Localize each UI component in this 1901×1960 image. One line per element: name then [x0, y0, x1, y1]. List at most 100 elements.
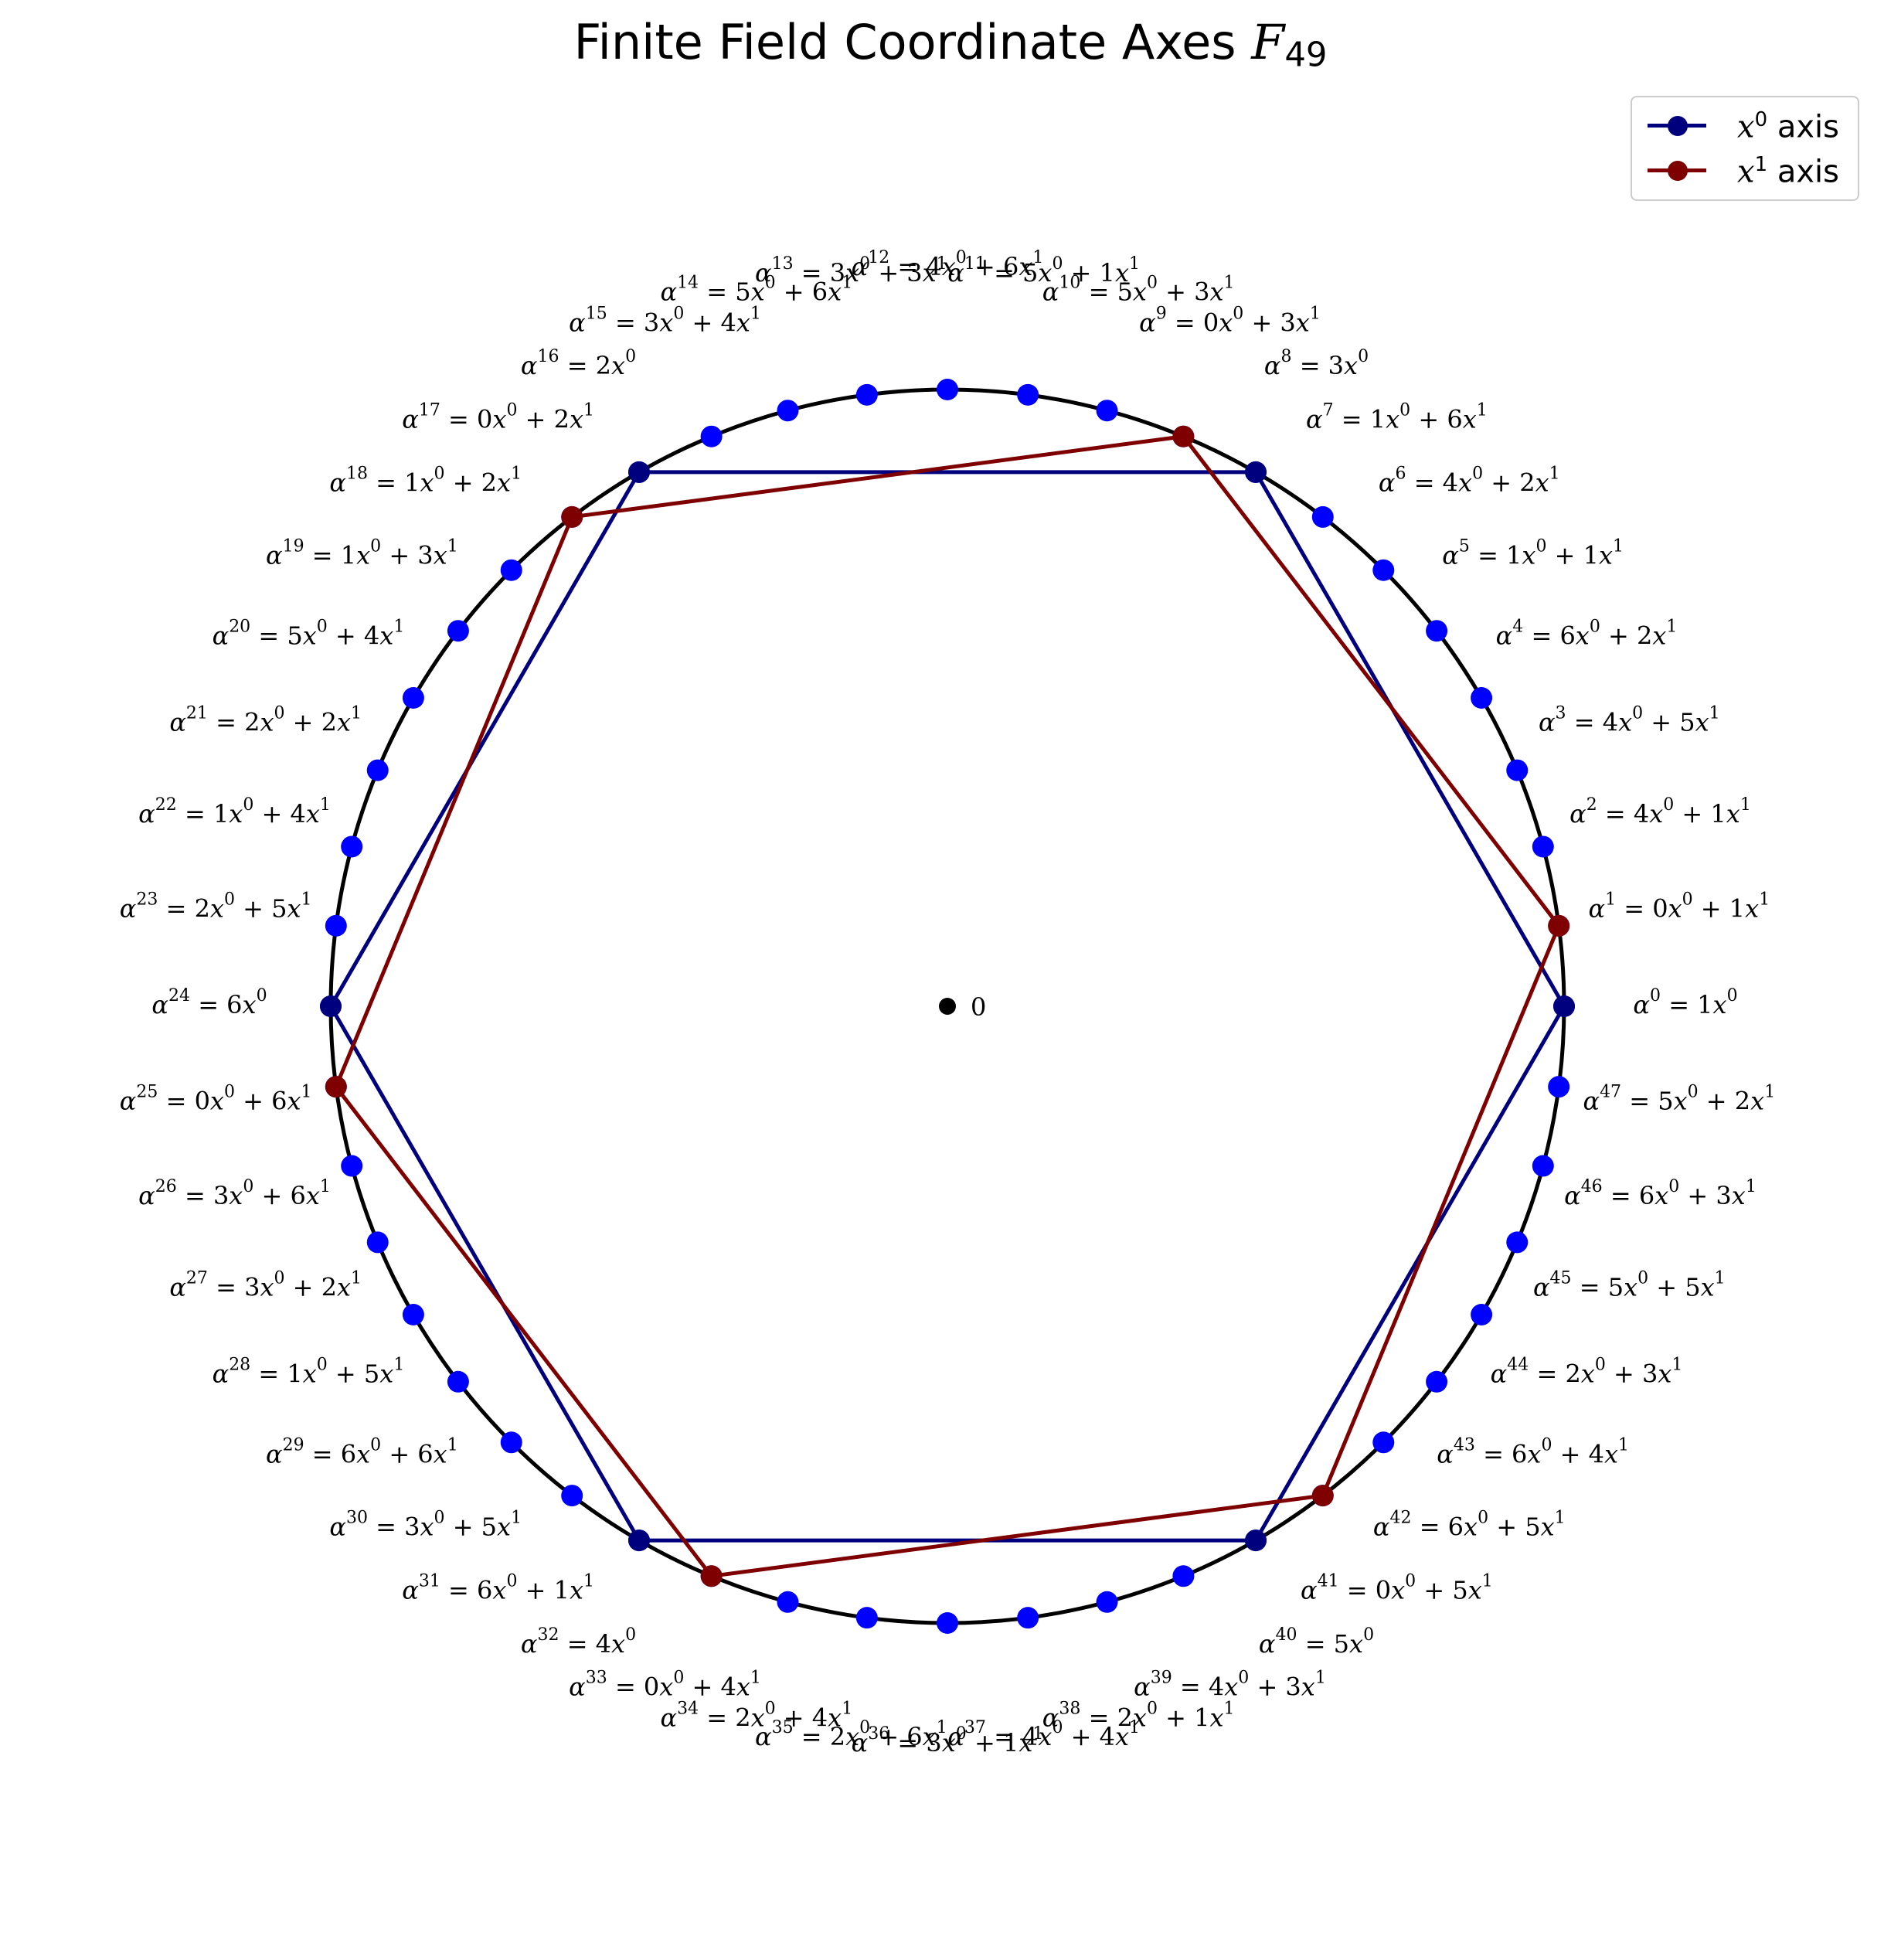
- label-alpha-22: α22 = 1x0 + 4x1: [138, 795, 331, 829]
- label-alpha-2: α2 = 4x0 + 1x1: [1569, 795, 1751, 829]
- label-alpha-27: α27 = 3x0 + 2x1: [169, 1268, 362, 1302]
- x0-axis-marker-alpha-40: [1245, 1530, 1267, 1552]
- x0-axis-marker-alpha-16: [628, 461, 650, 483]
- label-alpha-37: α37 = 4x0 + 4x1: [947, 1718, 1140, 1751]
- field-element-point-alpha-23: [325, 914, 347, 937]
- field-element-point-alpha-13: [855, 383, 878, 406]
- legend-label-x0: x0 axis: [1737, 108, 1839, 145]
- label-alpha-0: α0 = 1x0: [1633, 986, 1737, 1019]
- label-alpha-8: α8 = 3x0: [1264, 347, 1369, 380]
- label-alpha-21: α21 = 2x0 + 2x1: [169, 704, 362, 737]
- field-element-point-alpha-11: [1017, 383, 1039, 406]
- label-alpha-11: α11 = 5x0 + 1x1: [947, 254, 1140, 288]
- title-text: Finite Field Coordinate Axes: [573, 14, 1252, 70]
- field-element-point-alpha-30: [500, 1431, 522, 1454]
- field-element-point-alpha-46: [1532, 1155, 1554, 1177]
- field-element-point-alpha-2: [1532, 835, 1554, 858]
- x0-axis-marker-alpha-24: [320, 995, 342, 1017]
- field-element-point-alpha-45: [1506, 1231, 1529, 1254]
- field-element-point-alpha-4: [1471, 687, 1493, 709]
- title-symbol: F: [1251, 14, 1285, 70]
- label-alpha-45: α45 = 5x0 + 5x1: [1533, 1268, 1726, 1302]
- label-alpha-30: α30 = 3x0 + 5x1: [329, 1508, 522, 1541]
- label-alpha-18: α18 = 1x0 + 2x1: [329, 464, 522, 498]
- field-element-point-alpha-38: [1096, 1591, 1118, 1613]
- field-element-point-alpha-37: [1017, 1607, 1039, 1629]
- field-element-point-alpha-19: [447, 620, 469, 642]
- field-element-point-alpha-3: [1506, 759, 1529, 781]
- label-alpha-23: α23 = 2x0 + 5x1: [120, 890, 312, 923]
- x0-axis-marker-alpha-8: [1245, 461, 1267, 483]
- x1-axis-marker-alpha-1: [1548, 914, 1570, 937]
- x0-axis-marker-alpha-0: [1553, 995, 1575, 1017]
- field-element-point-alpha-26: [341, 1155, 363, 1177]
- field-element-point-alpha-5: [1426, 620, 1448, 642]
- field-element-point-alpha-12: [937, 379, 958, 400]
- origin-label: 0: [971, 992, 986, 1022]
- label-alpha-3: α3 = 4x0 + 5x1: [1539, 704, 1720, 737]
- label-alpha-33: α33 = 0x0 + 4x1: [569, 1668, 761, 1701]
- label-alpha-42: α42 = 6x0 + 5x1: [1373, 1508, 1566, 1541]
- label-alpha-43: α43 = 6x0 + 4x1: [1437, 1435, 1629, 1468]
- label-alpha-19: α19 = 1x0 + 3x1: [266, 537, 458, 570]
- label-alpha-5: α5 = 1x0 + 1x1: [1442, 537, 1624, 570]
- legend-marker-x1: [1668, 161, 1688, 181]
- field-element-point-alpha-18: [500, 559, 522, 581]
- label-alpha-6: α6 = 4x0 + 2x1: [1379, 464, 1560, 498]
- label-alpha-9: α9 = 0x0 + 3x1: [1139, 305, 1321, 338]
- title-subscript: 49: [1284, 36, 1328, 75]
- field-element-point-alpha-42: [1372, 1431, 1395, 1454]
- field-element-point-alpha-10: [1096, 400, 1118, 422]
- label-alpha-13: α13 = 3x0 + 3x1: [755, 254, 947, 288]
- field-element-point-alpha-44: [1471, 1304, 1493, 1325]
- label-alpha-15: α15 = 3x0 + 4x1: [569, 305, 761, 338]
- field-element-point-alpha-28: [402, 1304, 424, 1325]
- label-alpha-1: α1 = 0x0 + 1x1: [1588, 890, 1770, 923]
- label-alpha-16: α16 = 2x0: [521, 347, 636, 380]
- field-element-point-alpha-6: [1372, 559, 1395, 581]
- chart-title: Finite Field Coordinate Axes F49: [0, 14, 1901, 75]
- field-element-point-alpha-22: [341, 835, 363, 858]
- label-alpha-32: α32 = 4x0: [521, 1625, 636, 1659]
- label-alpha-34: α34 = 2x0 + 4x1: [660, 1699, 852, 1732]
- label-alpha-4: α4 = 6x0 + 2x1: [1496, 618, 1678, 651]
- label-alpha-7: α7 = 1x0 + 6x1: [1306, 400, 1488, 434]
- legend-entry-x0-axis: x0 axis: [1632, 104, 1858, 147]
- field-element-point-alpha-31: [561, 1485, 583, 1507]
- label-alpha-41: α41 = 0x0 + 5x1: [1301, 1572, 1493, 1605]
- label-alpha-38: α38 = 2x0 + 1x1: [1042, 1699, 1235, 1732]
- field-element-point-alpha-43: [1426, 1370, 1448, 1393]
- legend-entry-x1-axis: x1 axis: [1632, 148, 1858, 192]
- label-alpha-31: α31 = 6x0 + 1x1: [402, 1572, 594, 1605]
- label-alpha-24: α24 = 6x0: [151, 986, 267, 1019]
- legend-marker-x0: [1668, 116, 1688, 136]
- label-alpha-12: α12 = 4x0 + 6x1: [852, 248, 1044, 281]
- field-element-point-alpha-7: [1311, 505, 1334, 528]
- label-alpha-47: α47 = 5x0 + 2x1: [1583, 1083, 1775, 1116]
- x0-axis-marker-alpha-32: [628, 1530, 650, 1552]
- x1-axis-marker-alpha-25: [325, 1076, 347, 1098]
- field-element-point-alpha-20: [402, 687, 424, 709]
- field-element-point-alpha-47: [1548, 1076, 1570, 1098]
- x1-axis-marker-alpha-9: [1172, 425, 1195, 447]
- field-element-point-alpha-15: [700, 425, 723, 447]
- label-alpha-17: α17 = 0x0 + 2x1: [402, 400, 594, 434]
- label-alpha-40: α40 = 5x0: [1259, 1625, 1374, 1659]
- x1-axis-marker-alpha-17: [561, 505, 583, 528]
- field-element-point-alpha-14: [777, 400, 799, 422]
- label-alpha-25: α25 = 0x0 + 6x1: [120, 1083, 312, 1116]
- x1-axis-marker-alpha-41: [1311, 1485, 1334, 1507]
- label-alpha-26: α26 = 3x0 + 6x1: [138, 1177, 331, 1210]
- field-element-point-alpha-36: [937, 1612, 958, 1634]
- label-alpha-29: α29 = 6x0 + 6x1: [266, 1435, 458, 1468]
- label-alpha-39: α39 = 4x0 + 3x1: [1134, 1668, 1326, 1701]
- label-alpha-10: α10 = 5x0 + 3x1: [1042, 274, 1235, 307]
- field-element-point-alpha-29: [447, 1370, 469, 1393]
- field-element-point-alpha-35: [855, 1607, 878, 1629]
- legend: x0 axis x1 axis: [1631, 96, 1859, 201]
- x1-axis-marker-alpha-33: [700, 1565, 723, 1587]
- label-alpha-14: α14 = 5x0 + 6x1: [660, 274, 852, 307]
- field-element-point-alpha-39: [1172, 1565, 1195, 1587]
